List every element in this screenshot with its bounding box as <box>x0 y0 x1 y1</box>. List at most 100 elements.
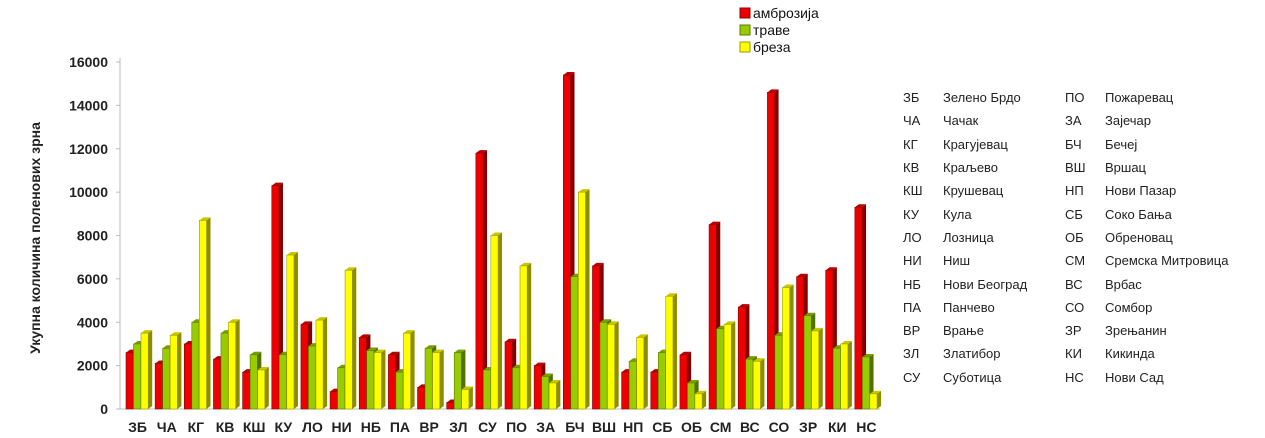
abbreviation-name: Нови Београд <box>943 276 1028 292</box>
x-tick-label: НИ <box>332 419 352 435</box>
bar-front <box>862 356 870 410</box>
bar-top <box>286 252 298 256</box>
bar-front <box>395 371 404 410</box>
x-tick-label: КШ <box>243 419 266 435</box>
bar-side <box>789 284 794 409</box>
bar-front <box>242 371 251 410</box>
y-tick-label: 12000 <box>69 141 108 157</box>
bar-front <box>329 391 338 410</box>
x-tick-label: ЗР <box>799 419 817 435</box>
abbreviation-code: ВС <box>1065 276 1083 292</box>
bar-side <box>148 330 153 409</box>
abbreviation-name: Обреновац <box>1105 229 1173 245</box>
bar-top <box>840 340 852 344</box>
bar-СУ-2 <box>490 232 503 410</box>
abbreviation-row: ВР Врање ЗР Зрењанин <box>903 319 1228 342</box>
bar-top <box>745 356 757 360</box>
y-tick-label: 8000 <box>77 228 108 244</box>
bar-front <box>599 321 608 410</box>
bar-front <box>504 341 513 410</box>
bar-front <box>592 265 600 410</box>
bar-front <box>541 376 550 410</box>
bar-front <box>257 369 266 410</box>
x-tick-label: НП <box>623 419 643 435</box>
bar-ВС-2 <box>752 358 765 410</box>
abbreviation-name: Нови Пазар <box>1105 183 1177 199</box>
bar-СО-2 <box>782 284 794 410</box>
bar-side <box>527 262 532 409</box>
abbreviation-code: КУ <box>903 206 919 222</box>
bar-top <box>374 349 386 353</box>
bar-top <box>199 217 211 221</box>
abbreviation-name: Зрењанин <box>1105 323 1167 339</box>
bar-front <box>832 347 841 410</box>
y-tick-label: 16000 <box>69 54 108 70</box>
abbreviation-code: НИ <box>903 253 922 269</box>
abbreviation-code: ЗБ <box>903 90 920 106</box>
bar-front <box>679 354 688 410</box>
bar-НИ-2 <box>344 267 357 410</box>
bar-front <box>125 352 134 410</box>
abbreviation-name: Краљево <box>943 160 999 176</box>
abbreviation-name: Сомбор <box>1105 299 1153 315</box>
bar-front <box>694 393 703 410</box>
bar-front <box>796 276 805 410</box>
x-tick-label: КВ <box>216 419 235 435</box>
bar-top <box>753 358 765 362</box>
bar-side <box>235 319 240 409</box>
bar-ЗА-2 <box>548 379 561 410</box>
bar-side <box>264 366 269 409</box>
bar-front <box>628 360 637 410</box>
bar-top <box>679 351 692 355</box>
bar-front <box>737 306 746 410</box>
bar-НП-2 <box>636 334 648 410</box>
bar-КИ-2 <box>840 340 852 410</box>
x-tick-label: ЗБ <box>128 419 147 435</box>
abbreviation-code: КВ <box>903 160 920 176</box>
bar-front <box>228 321 236 410</box>
bar-front <box>184 343 192 410</box>
bar-front <box>446 402 455 410</box>
bar-НБ-2 <box>373 349 386 410</box>
bar-top <box>257 366 269 370</box>
bar-side <box>702 390 707 409</box>
y-axis-title: Укупна количина поленових зрна <box>27 122 43 354</box>
bar-top <box>563 72 575 76</box>
bar-top <box>541 373 553 377</box>
legend-swatch <box>739 24 751 36</box>
abbreviation-code: КШ <box>903 183 923 199</box>
bar-top <box>804 312 816 316</box>
abbreviation-name: Суботица <box>943 369 1002 385</box>
x-tick-label: ЗЛ <box>449 419 467 435</box>
bar-front <box>825 269 834 410</box>
bar-top <box>228 319 240 323</box>
x-tick-label: ВР <box>419 419 438 435</box>
bar-top <box>636 334 648 338</box>
x-tick-label: НС <box>856 419 876 435</box>
abbreviation-code: СБ <box>1065 206 1083 222</box>
bar-front <box>278 354 287 410</box>
abbreviation-row: СУ Суботица НС Нови Сад <box>903 366 1228 389</box>
bar-КШ-2 <box>257 366 269 410</box>
bar-СО-0 <box>767 89 779 410</box>
abbreviation-name: Вршац <box>1105 160 1147 176</box>
bar-side <box>498 232 503 409</box>
bar-front <box>752 360 761 410</box>
abbreviation-name: Златибор <box>943 346 1001 362</box>
bar-side <box>877 390 882 409</box>
bar-top <box>271 182 283 186</box>
bar-front <box>723 324 732 410</box>
abbreviation-code: ЗР <box>1065 323 1082 339</box>
bar-side <box>352 267 357 409</box>
abbreviation-code: СО <box>1065 299 1085 315</box>
bar-side <box>323 317 328 409</box>
bar-front <box>490 235 499 410</box>
abbreviation-name: Лозница <box>943 229 994 245</box>
bar-front <box>687 382 695 410</box>
bar-side <box>206 217 211 409</box>
abbreviation-row: ЧА Чачак ЗА Зајечар <box>903 109 1228 132</box>
bar-front <box>512 367 520 410</box>
legend-swatch <box>739 7 751 19</box>
abbreviation-code: ПО <box>1065 90 1085 106</box>
bar-ВШ-2 <box>607 321 619 410</box>
